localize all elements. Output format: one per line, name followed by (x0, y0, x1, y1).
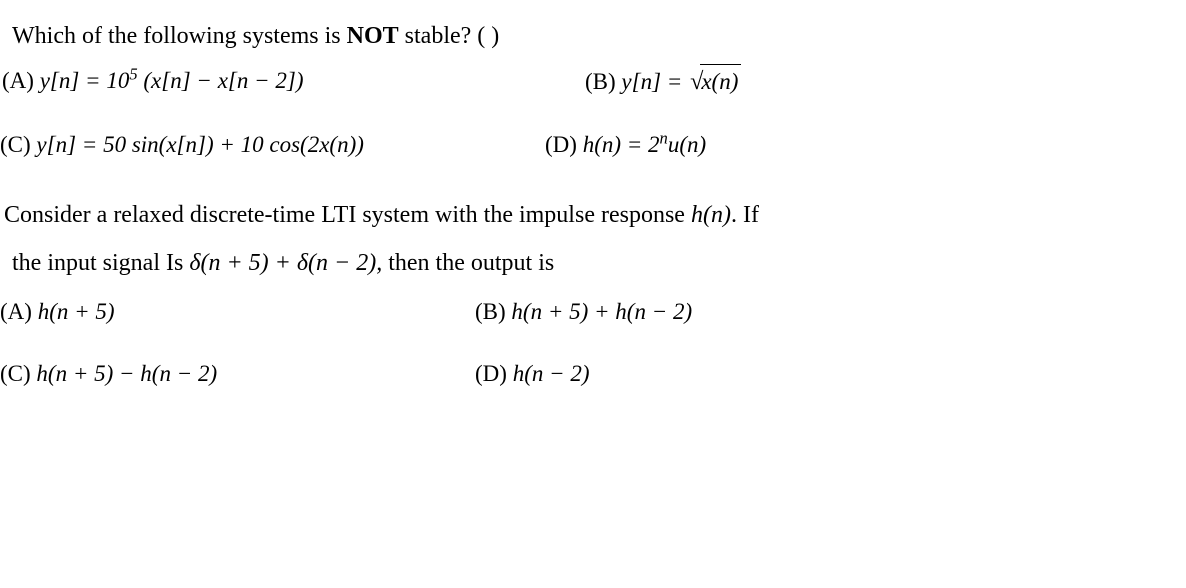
question-2: Consider a relaxed discrete-time LTI sys… (0, 191, 1184, 392)
q2-a-math: h(n + 5) (38, 299, 115, 324)
q2-a-label: (A) (0, 299, 38, 324)
q2-option-d: (D) h(n − 2) (475, 357, 590, 392)
q2-row-1: (A) h(n + 5) (B) h(n + 5) + h(n − 2) (0, 295, 1184, 330)
q2-d-label: (D) (475, 361, 513, 386)
q1-row-2: (C) y[n] = 50 sin(x[n]) + 10 cos(2x(n)) … (0, 128, 1184, 163)
q2-b-math: h(n + 5) + h(n − 2) (511, 299, 692, 324)
q1-b-math: y[n] = √x(n) (621, 69, 741, 94)
q1-pre: Which of the following systems is (12, 23, 347, 49)
q2-l2-post: then the output is (382, 250, 554, 276)
q1-c-label: (C) (0, 132, 36, 157)
q1-post: stable? ( ) (399, 23, 500, 49)
q2-b-label: (B) (475, 299, 511, 324)
q2-l2-math: δ(n + 5) + δ(n − 2), (189, 250, 382, 276)
q2-l1-math: h(n) (691, 202, 731, 228)
q2-row-2: (C) h(n + 5) − h(n − 2) (D) h(n − 2) (0, 357, 1184, 392)
q1-d-math: h(n) = 2nu(n) (583, 132, 706, 157)
q1-option-b: (B) y[n] = √x(n) (585, 64, 741, 100)
q1-a-label: (A) (2, 68, 40, 93)
q1-a-math: y[n] = 105 (x[n] − x[n − 2]) (40, 68, 304, 93)
q2-l1-pre: Consider a relaxed discrete-time LTI sys… (4, 202, 691, 228)
q1-row-1: (A) y[n] = 105 (x[n] − x[n − 2]) (B) y[n… (0, 64, 1184, 100)
q2-line-1: Consider a relaxed discrete-time LTI sys… (4, 191, 1184, 239)
q1-option-c: (C) y[n] = 50 sin(x[n]) + 10 cos(2x(n)) (0, 128, 545, 163)
q2-l1-post: . If (731, 202, 759, 228)
question-1: Which of the following systems is NOT st… (0, 18, 1184, 163)
q1-option-d: (D) h(n) = 2nu(n) (545, 128, 706, 163)
q1-d-label: (D) (545, 132, 583, 157)
q1-option-a: (A) y[n] = 105 (x[n] − x[n − 2]) (0, 64, 585, 100)
q1-bold: NOT (347, 23, 399, 49)
q2-option-c: (C) h(n + 5) − h(n − 2) (0, 357, 475, 392)
q2-c-label: (C) (0, 361, 36, 386)
q2-option-a: (A) h(n + 5) (0, 295, 475, 330)
question-2-text: Consider a relaxed discrete-time LTI sys… (0, 191, 1184, 287)
q2-option-b: (B) h(n + 5) + h(n − 2) (475, 295, 692, 330)
question-1-text: Which of the following systems is NOT st… (0, 18, 1184, 54)
q2-d-math: h(n − 2) (513, 361, 590, 386)
q2-c-math: h(n + 5) − h(n − 2) (36, 361, 217, 386)
q1-c-math: y[n] = 50 sin(x[n]) + 10 cos(2x(n)) (36, 132, 364, 157)
q2-l2-pre: the input signal Is (12, 250, 189, 276)
q1-b-label: (B) (585, 69, 621, 94)
q2-line-2: the input signal Is δ(n + 5) + δ(n − 2),… (4, 239, 1184, 287)
